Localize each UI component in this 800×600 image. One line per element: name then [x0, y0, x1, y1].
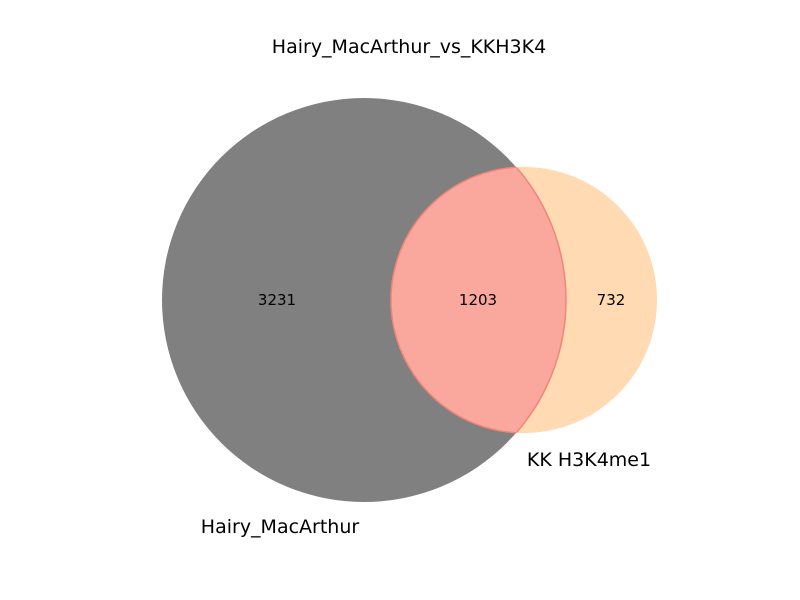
- intersection-outline: [391, 167, 567, 433]
- only-b-count: 732: [597, 291, 626, 309]
- only-a-count: 3231: [258, 291, 296, 309]
- intersection-count: 1203: [459, 291, 497, 309]
- chart-title: Hairy_MacArthur_vs_KKH3K4: [272, 36, 546, 58]
- set-b-label: KK H3K4me1: [527, 449, 651, 471]
- set-a-label: Hairy_MacArthur: [201, 516, 360, 538]
